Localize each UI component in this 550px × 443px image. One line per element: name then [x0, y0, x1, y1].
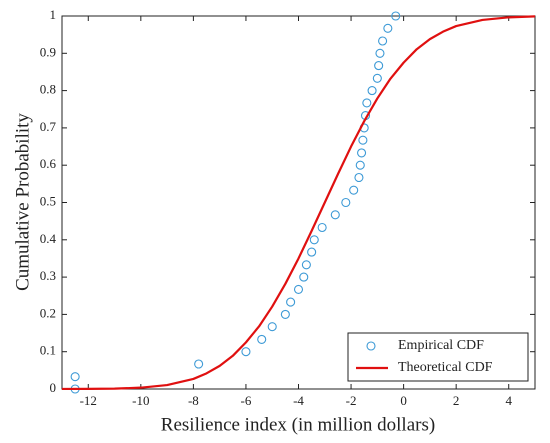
y-tick-label: 0.9	[40, 44, 56, 59]
y-tick-label: 0.5	[40, 193, 56, 208]
marker	[358, 135, 368, 145]
y-tick-label: 0.1	[40, 343, 56, 358]
marker	[286, 297, 296, 307]
y-tick-label: 0.8	[40, 82, 56, 97]
marker	[70, 372, 80, 382]
marker	[375, 48, 385, 58]
marker	[355, 160, 365, 170]
legend-marker	[366, 341, 376, 351]
y-tick-label: 0.7	[40, 119, 57, 134]
y-tick-label: 0.4	[40, 231, 57, 246]
x-tick-label: -2	[346, 393, 357, 408]
marker	[241, 347, 251, 357]
marker	[309, 235, 319, 245]
marker	[349, 185, 359, 195]
legend-label: Theoretical CDF	[398, 360, 493, 375]
marker	[374, 61, 384, 71]
marker	[354, 172, 364, 183]
marker	[257, 334, 267, 344]
x-tick-label: 2	[453, 393, 460, 408]
y-tick-label: 1	[50, 7, 57, 22]
x-tick-label: -6	[241, 393, 252, 408]
legend-label: Empirical CDF	[398, 338, 484, 353]
marker	[391, 11, 401, 21]
y-axis-label: Cumulative Probability	[12, 113, 33, 291]
y-tick-label: 0.3	[40, 268, 56, 283]
marker	[317, 222, 327, 233]
x-tick-label: -8	[188, 393, 199, 408]
marker	[378, 36, 388, 46]
marker	[301, 260, 311, 270]
plot-frame	[61, 15, 536, 390]
x-tick-label: 0	[400, 393, 407, 408]
y-tick-label: 0	[50, 380, 57, 395]
marker	[194, 359, 204, 369]
marker	[357, 148, 367, 158]
marker	[293, 284, 304, 294]
marker	[341, 197, 351, 208]
x-tick-label: -10	[132, 393, 149, 408]
marker	[267, 322, 277, 332]
x-tick-label: -4	[293, 393, 304, 408]
marker	[307, 247, 317, 257]
x-tick-label: 4	[505, 393, 512, 408]
y-tick-label: 0.2	[40, 305, 56, 320]
marker	[330, 210, 340, 220]
cdf-line	[61, 15, 536, 391]
x-tick-label: -12	[80, 393, 97, 408]
marker	[362, 98, 372, 108]
marker	[367, 86, 377, 96]
marker	[372, 73, 382, 83]
legend-box	[347, 332, 529, 382]
marker	[299, 272, 309, 282]
y-tick-label: 0.6	[40, 156, 57, 171]
marker	[383, 23, 393, 33]
marker	[280, 309, 290, 319]
x-axis-label: Resilience index (in million dollars)	[161, 414, 435, 435]
